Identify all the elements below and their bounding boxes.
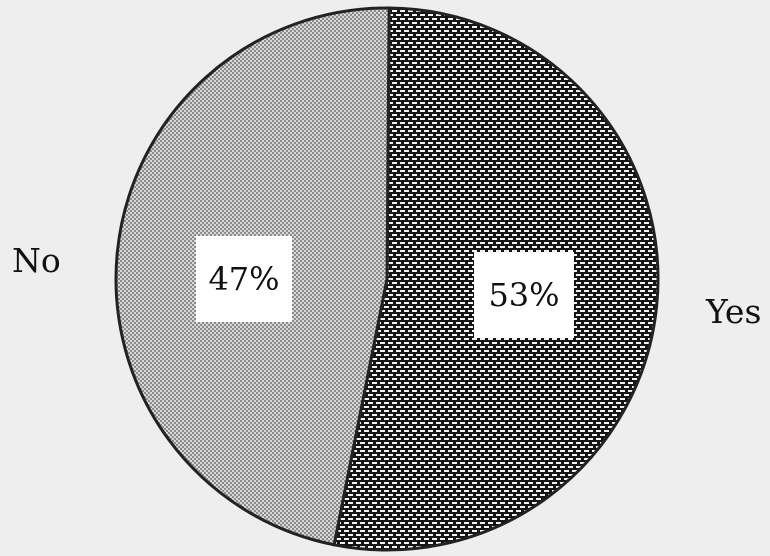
value-label-text: 53% [488, 276, 559, 314]
value-label-text: 47% [208, 260, 279, 298]
value-label-box [196, 236, 292, 322]
value-label-yes: 53% [474, 252, 574, 338]
value-label-no: 47% [196, 236, 292, 322]
labels-layer: 53% 47% Yes No [12, 236, 761, 338]
category-label-yes: Yes [705, 292, 761, 331]
category-label-no: No [12, 241, 61, 280]
value-label-box [474, 252, 574, 338]
